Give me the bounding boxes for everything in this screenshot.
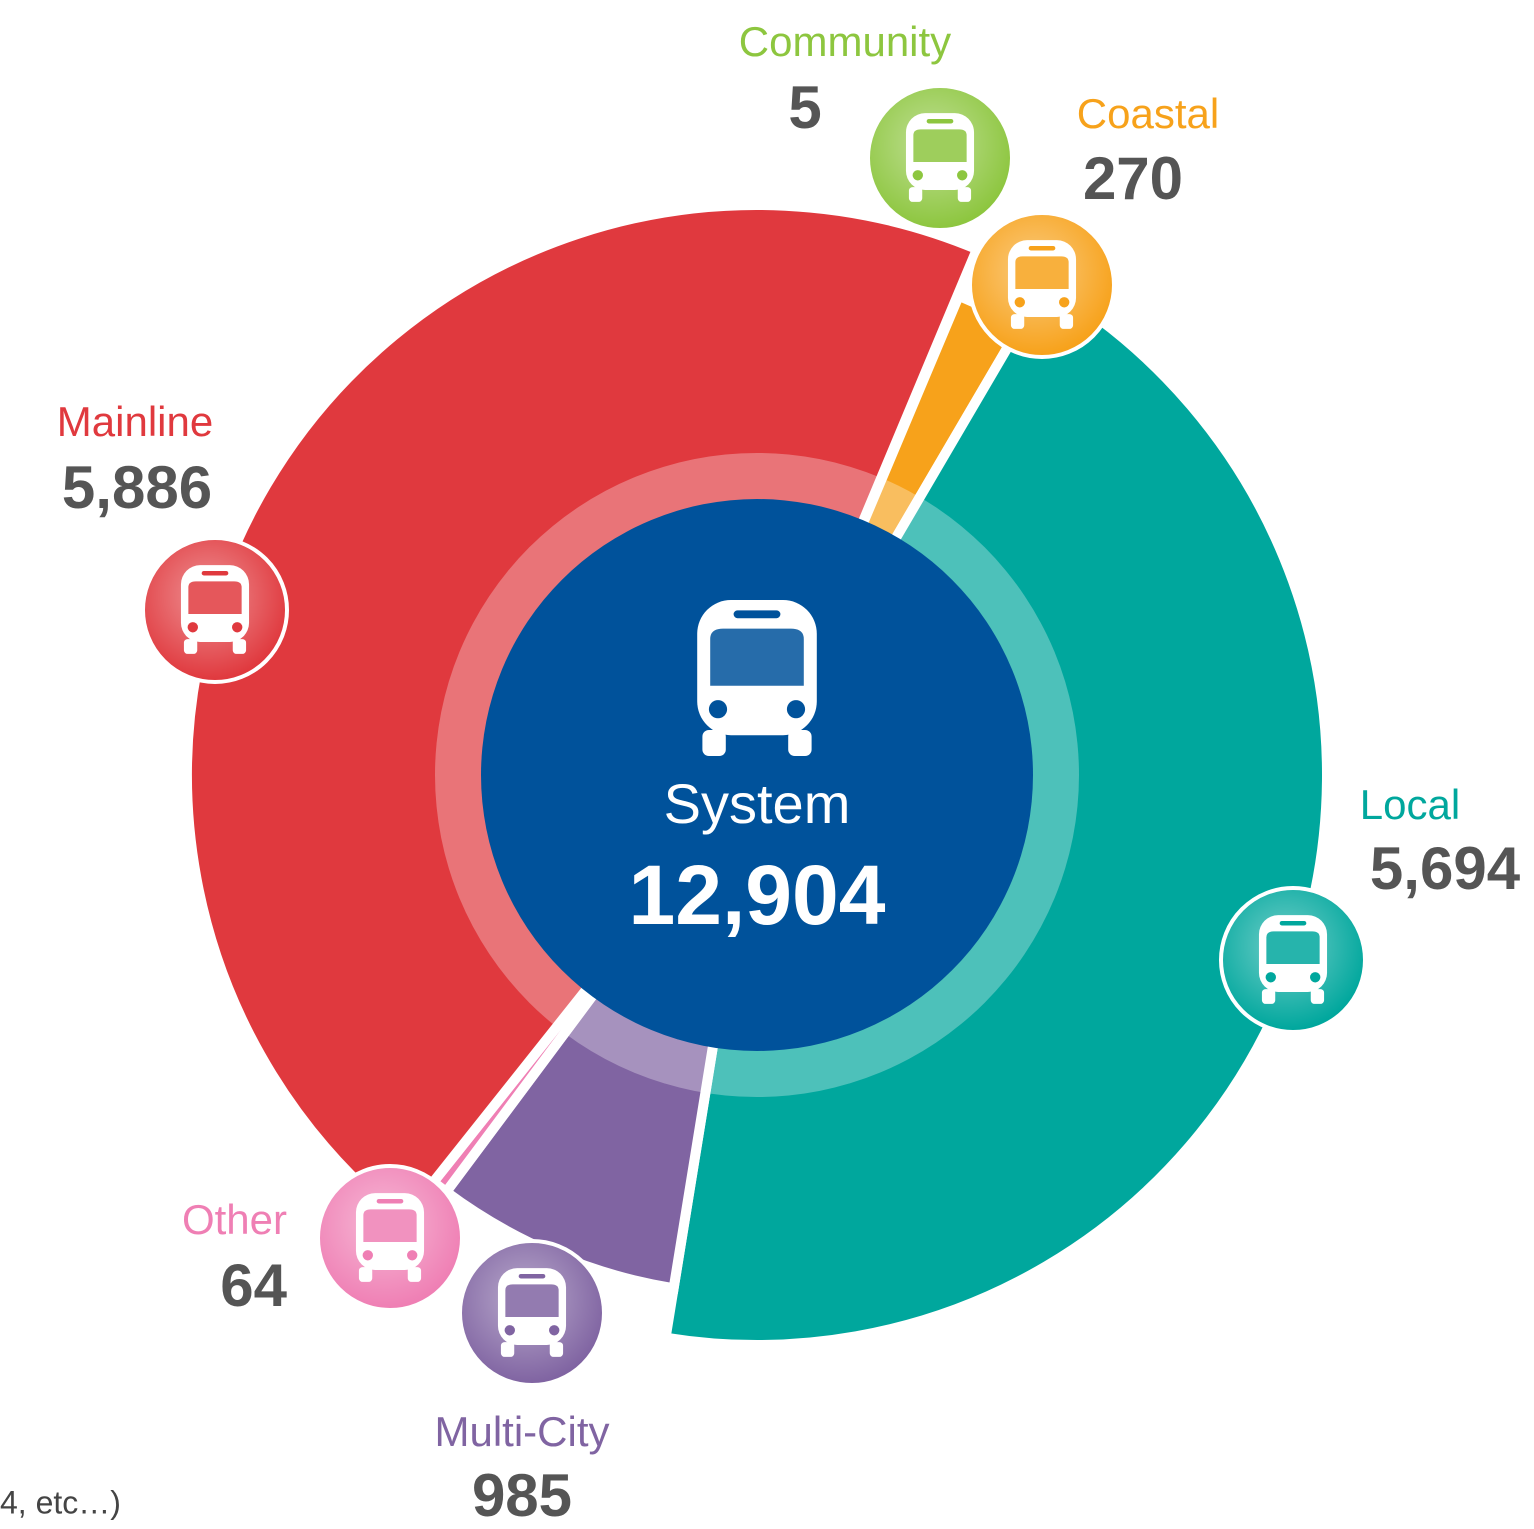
slice-name: Coastal — [1077, 90, 1219, 137]
center-circle — [481, 499, 1033, 1051]
slice-name: Local — [1360, 781, 1460, 828]
slice-name: Mainline — [57, 398, 213, 445]
center-label: System — [664, 772, 851, 835]
slice-name: Community — [739, 18, 951, 65]
slice-name: Other — [182, 1196, 287, 1243]
slice-value: 5 — [788, 74, 821, 141]
slice-icon — [180, 565, 250, 654]
slice-icon — [1258, 915, 1328, 1004]
slice-icon — [355, 1193, 425, 1282]
slice-value: 64 — [220, 1252, 287, 1319]
center-total: 12,904 — [629, 848, 886, 942]
slice-value: 5,694 — [1370, 835, 1521, 902]
slice-value: 270 — [1083, 145, 1183, 212]
labels: Community 5 Coastal 270 Local 5,694 Multi-City… — [57, 18, 1521, 1529]
slice-value: 985 — [472, 1462, 572, 1529]
slice-icon — [905, 113, 975, 202]
slice-value: 5,886 — [62, 454, 212, 521]
footnote: 4, etc…) — [0, 1484, 121, 1520]
slice-icon — [497, 1268, 567, 1357]
slice-icon — [1007, 240, 1077, 329]
slice-name: Multi-City — [435, 1408, 610, 1455]
center-icon — [697, 600, 817, 756]
